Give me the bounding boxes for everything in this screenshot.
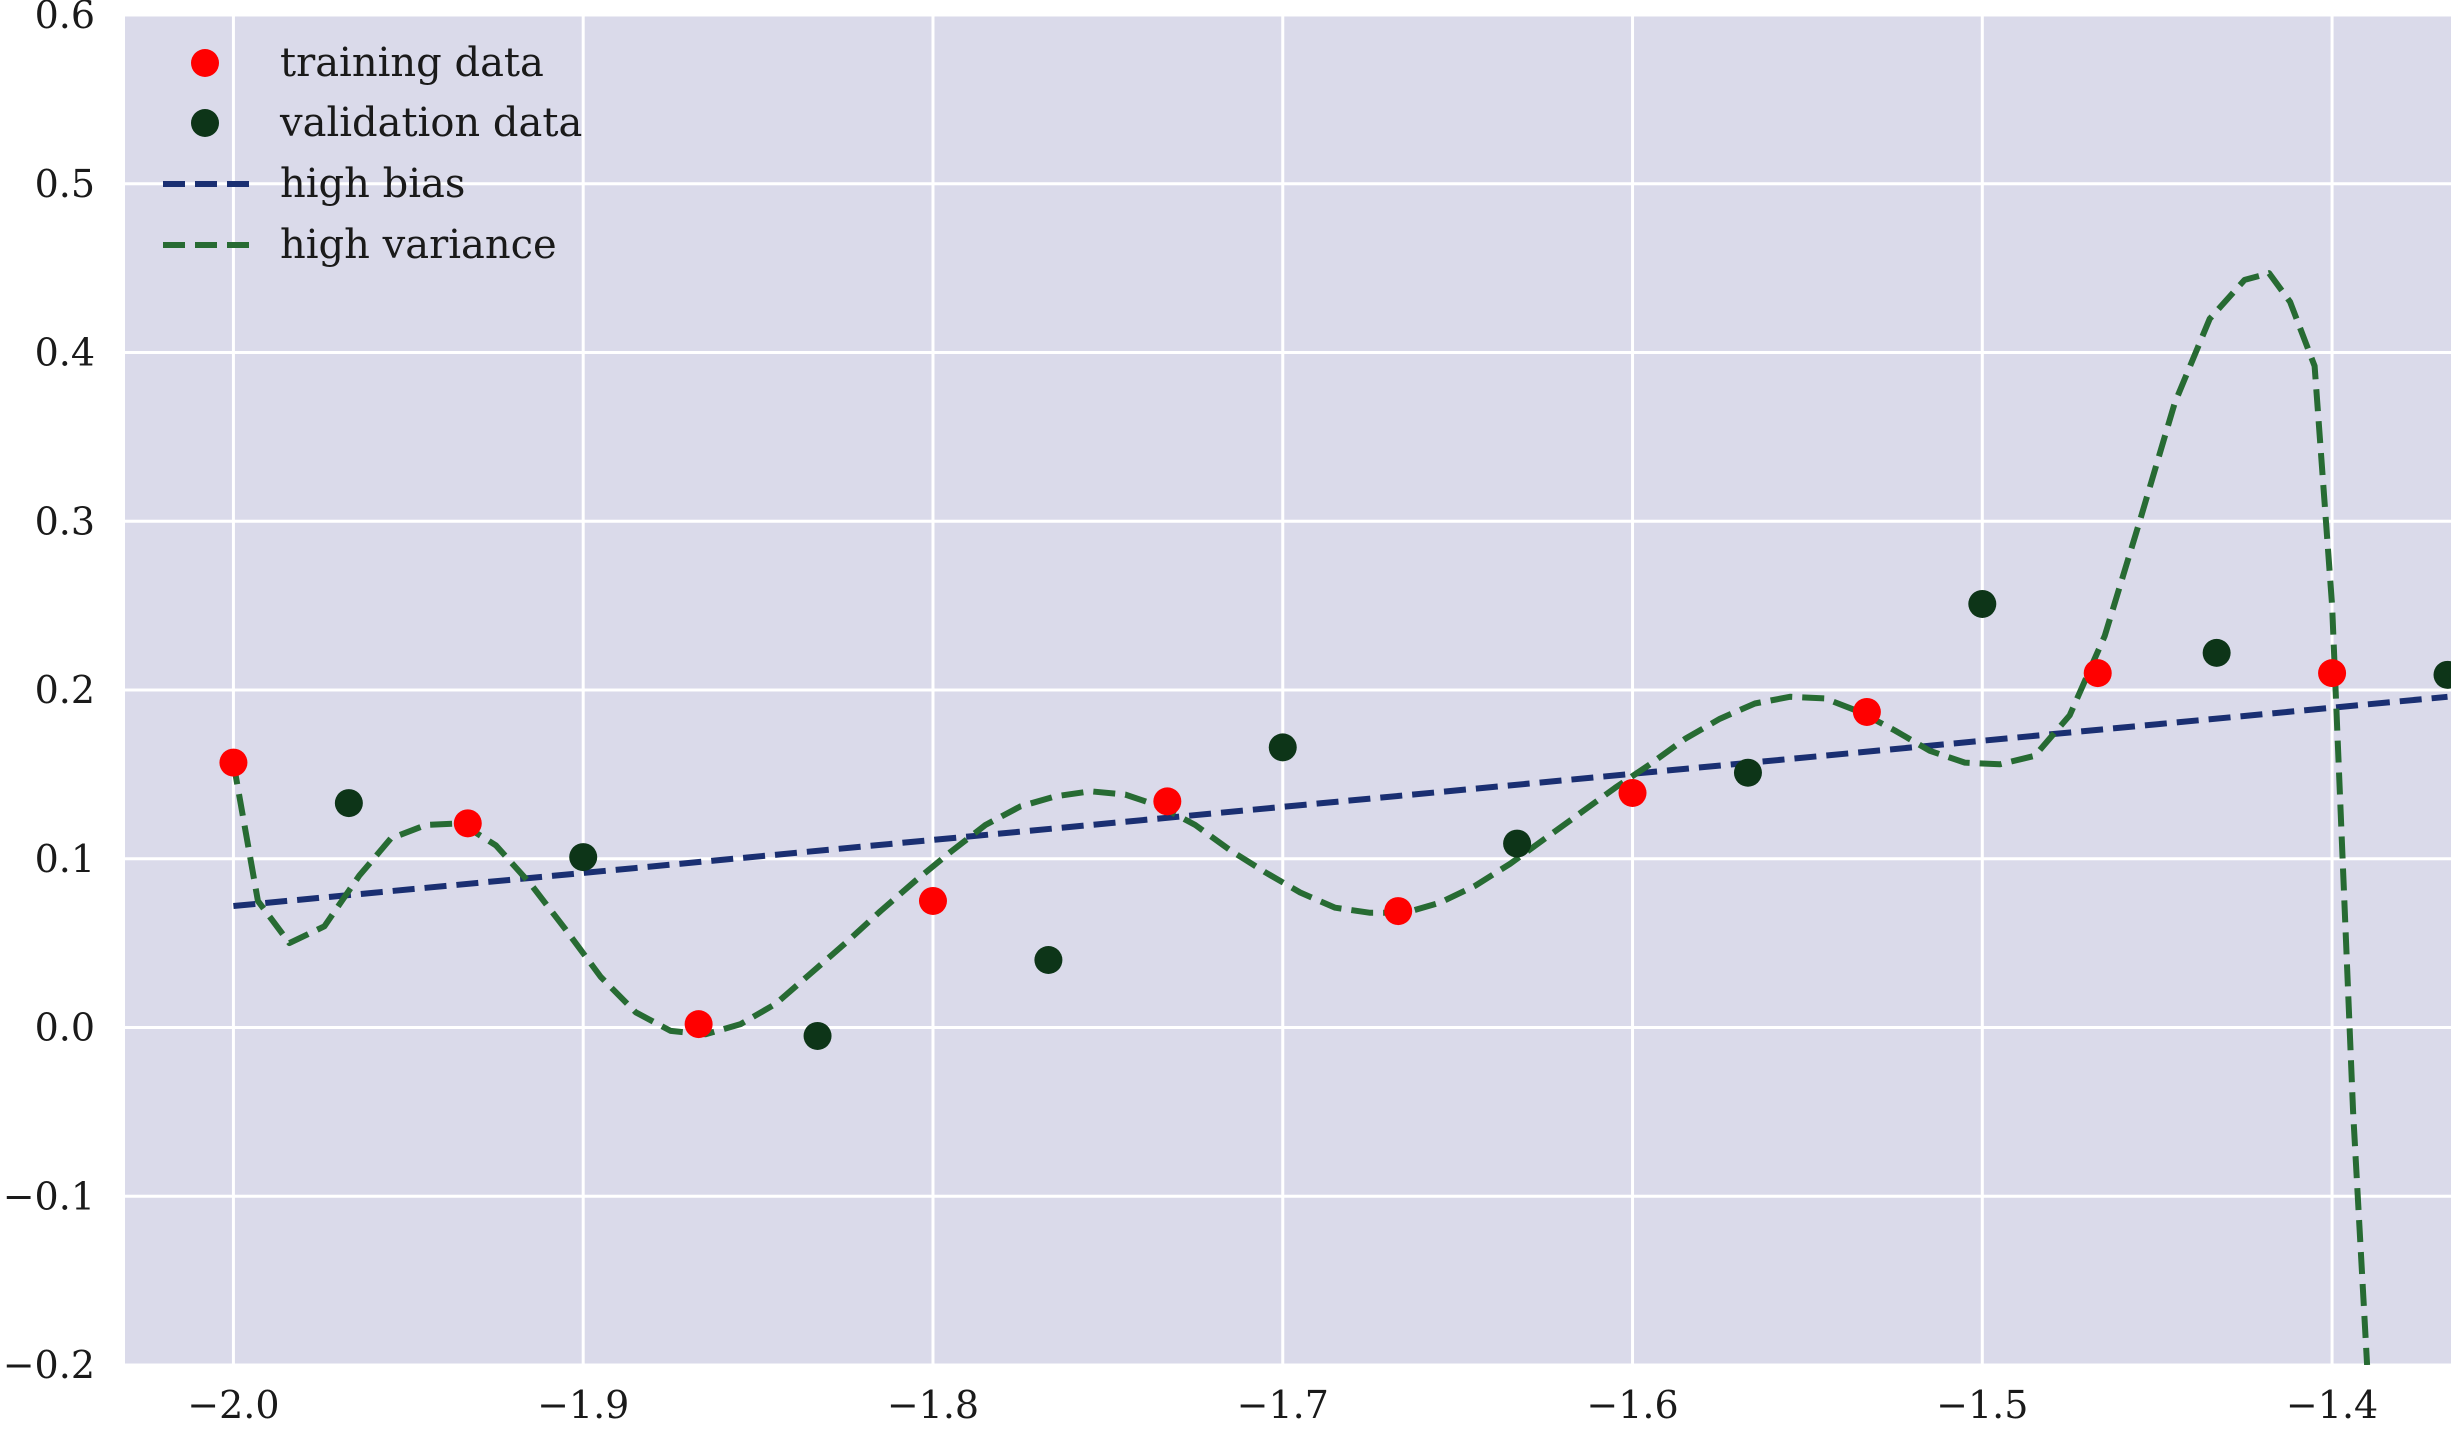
point-training-data <box>453 809 482 838</box>
point-validation-data <box>2433 660 2451 689</box>
y-tick-label: 0.3 <box>35 499 95 543</box>
gridlines <box>125 13 2451 1367</box>
x-tick-label: −1.7 <box>1237 1383 1329 1427</box>
x-tick-label: −1.4 <box>2286 1383 2378 1427</box>
series-layer <box>219 270 2451 1365</box>
point-validation-data <box>1034 946 1063 974</box>
x-tick-label: −1.8 <box>887 1383 979 1427</box>
y-tick-label: 0.6 <box>35 0 95 37</box>
y-tick-label: −0.2 <box>3 1343 95 1387</box>
line-high-variance <box>230 270 2371 1365</box>
point-training-data <box>1384 897 1413 926</box>
point-validation-data <box>569 843 598 872</box>
point-validation-data <box>1503 829 1532 858</box>
legend-label-training-data: training data <box>280 40 544 86</box>
y-tick-label: 0.0 <box>35 1006 95 1050</box>
line-high-bias <box>233 693 2448 909</box>
y-tick-label: 0.4 <box>35 331 95 375</box>
y-tick-label: 0.5 <box>35 162 95 206</box>
point-validation-data <box>2202 638 2231 667</box>
legend-marker-training-data <box>191 49 219 77</box>
point-training-data <box>918 886 947 915</box>
point-training-data <box>1852 697 1881 726</box>
point-validation-data <box>1968 589 1997 618</box>
legend-label-validation-data: validation data <box>279 100 582 146</box>
point-validation-data <box>1268 733 1297 762</box>
x-tick-label: −1.9 <box>537 1383 629 1427</box>
point-validation-data <box>1733 758 1762 787</box>
point-training-data <box>1618 778 1647 807</box>
legend-label-high-bias: high bias <box>280 161 465 207</box>
y-axis: −0.2 −0.1 0.0 0.1 0.2 0.3 0.4 0.5 0.6 <box>3 0 95 1387</box>
y-tick-label: 0.2 <box>35 668 95 712</box>
legend-label-high-variance: high variance <box>280 222 557 268</box>
point-training-data <box>2318 659 2347 688</box>
x-tick-label: −1.5 <box>1936 1383 2028 1427</box>
point-training-data <box>219 748 248 777</box>
point-validation-data <box>803 1021 832 1050</box>
legend-marker-validation-data <box>191 109 219 137</box>
legend: training data validation data high bias hig… <box>163 40 582 268</box>
point-training-data <box>684 1010 713 1039</box>
point-validation-data <box>334 789 363 818</box>
y-tick-label: −0.1 <box>3 1174 95 1218</box>
x-tick-label: −2.0 <box>187 1383 279 1427</box>
point-training-data <box>1153 787 1182 816</box>
point-training-data <box>2083 659 2112 688</box>
x-axis: −2.0 −1.9 −1.8 −1.7 −1.6 −1.5 −1.4 <box>187 1383 2378 1427</box>
x-tick-label: −1.6 <box>1586 1383 1678 1427</box>
y-tick-label: 0.1 <box>35 837 95 881</box>
